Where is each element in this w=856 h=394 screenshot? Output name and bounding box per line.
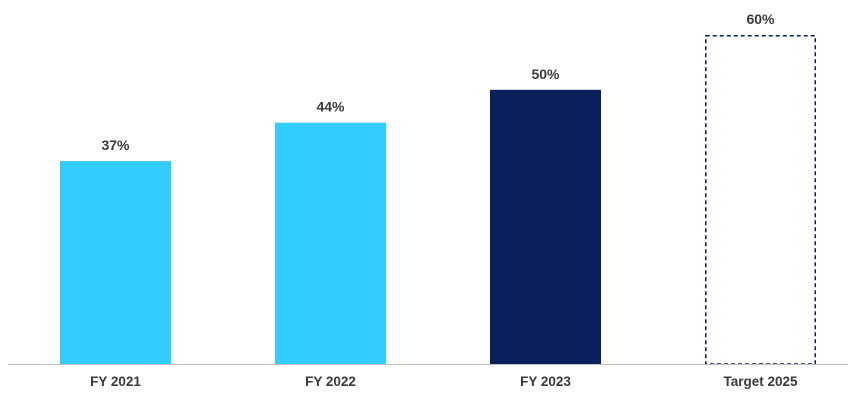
bar-fy-2022 (275, 122, 386, 364)
value-label: 50% (531, 66, 560, 82)
category-label: FY 2021 (90, 374, 141, 389)
bar-fy-2023 (490, 89, 601, 364)
value-label: 44% (316, 99, 345, 115)
value-labels-layer: 37% 44% 50% 60% (101, 11, 775, 153)
value-label: 37% (101, 137, 130, 153)
category-label: FY 2022 (305, 374, 356, 389)
category-labels-layer: FY 2021 FY 2022 FY 2023 Target 2025 (90, 374, 798, 389)
bar-target-2025 (705, 34, 816, 365)
category-label: FY 2023 (520, 374, 571, 389)
value-label: 60% (746, 11, 775, 27)
category-label: Target 2025 (723, 374, 798, 389)
bar-fy-2021 (60, 161, 171, 364)
bars-layer (60, 34, 816, 365)
